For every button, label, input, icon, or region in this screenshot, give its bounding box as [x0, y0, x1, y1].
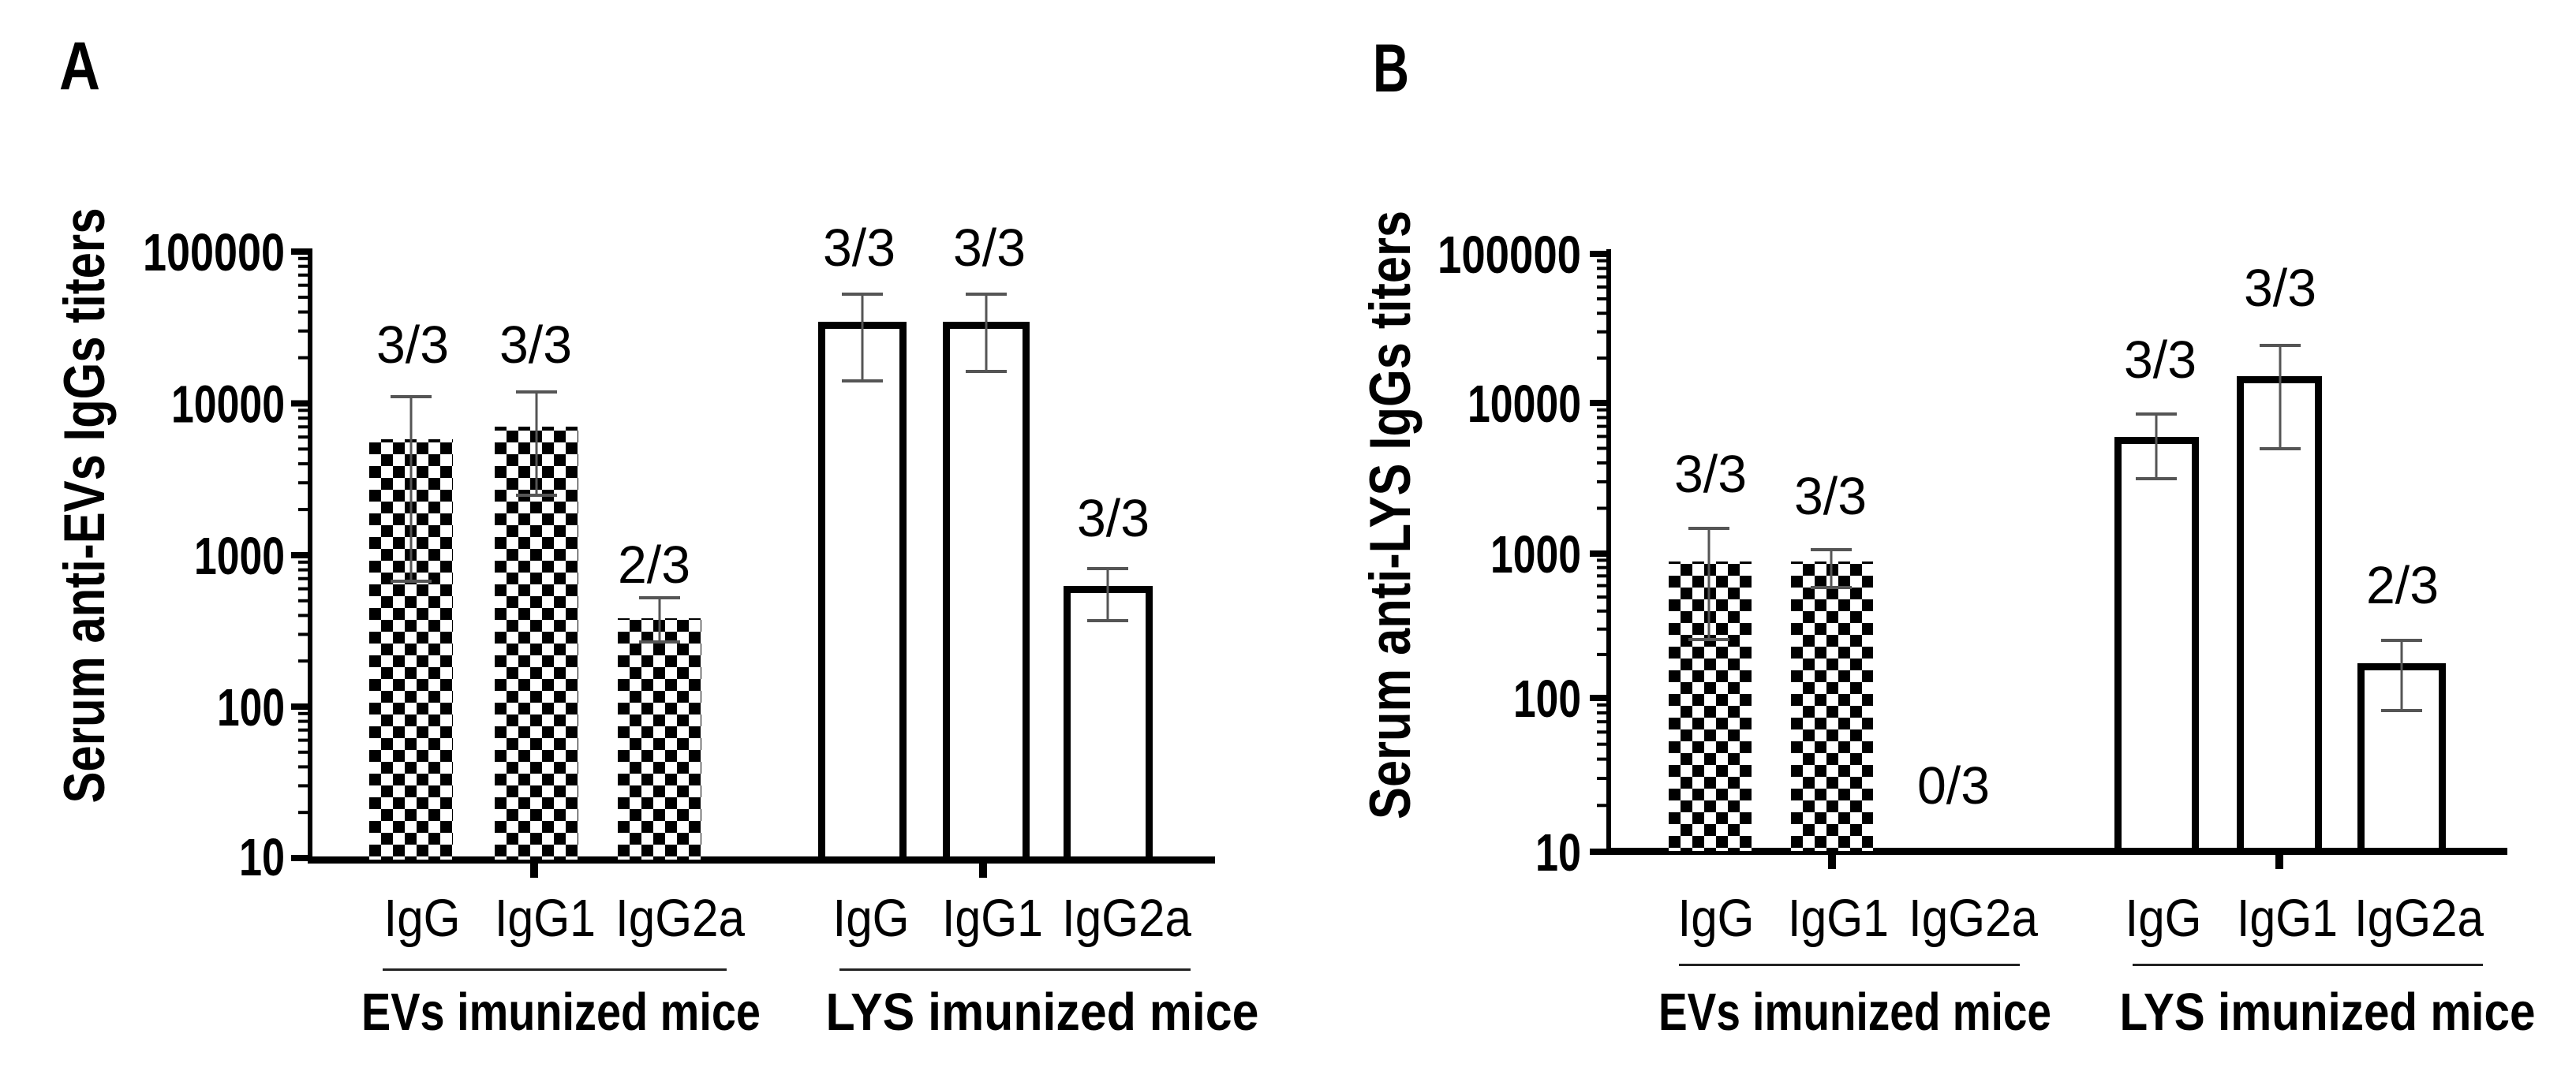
svg-text:IgG2a: IgG2a [1909, 889, 2039, 948]
svg-text:1000: 1000 [194, 527, 285, 586]
svg-text:3/3: 3/3 [376, 315, 449, 375]
svg-text:2/3: 2/3 [618, 535, 690, 595]
svg-text:LYS imunized mice: LYS imunized mice [2120, 983, 2536, 1042]
svg-text:IgG1: IgG1 [942, 889, 1043, 948]
svg-text:Serum anti-LYS IgGs titers: Serum anti-LYS IgGs titers [1359, 211, 1423, 819]
svg-text:1000: 1000 [1490, 525, 1581, 584]
svg-text:IgG: IgG [1678, 889, 1755, 948]
svg-text:EVs imunized mice: EVs imunized mice [1658, 983, 2051, 1042]
svg-text:2/3: 2/3 [2366, 556, 2439, 615]
svg-text:10: 10 [239, 828, 285, 887]
svg-text:IgG2a: IgG2a [615, 889, 746, 948]
svg-text:100: 100 [217, 678, 285, 737]
svg-text:3/3: 3/3 [953, 218, 1026, 278]
svg-text:3/3: 3/3 [1674, 445, 1747, 504]
svg-text:3/3: 3/3 [823, 218, 895, 278]
svg-text:IgG2a: IgG2a [1062, 889, 1192, 948]
svg-text:3/3: 3/3 [499, 315, 572, 375]
svg-text:0/3: 0/3 [1917, 756, 1990, 815]
svg-text:100000: 100000 [143, 223, 285, 282]
svg-text:A: A [59, 28, 100, 104]
svg-text:IgG: IgG [833, 889, 910, 948]
svg-text:10: 10 [1535, 823, 1581, 882]
svg-text:IgG: IgG [384, 889, 461, 948]
svg-text:LYS imunized mice: LYS imunized mice [826, 983, 1259, 1042]
svg-text:Serum anti-EVs IgGs titers: Serum anti-EVs IgGs titers [53, 208, 117, 804]
svg-text:100: 100 [1513, 670, 1581, 729]
svg-text:IgG2a: IgG2a [2354, 889, 2484, 948]
svg-text:3/3: 3/3 [2244, 259, 2316, 318]
svg-text:B: B [1373, 31, 1409, 106]
svg-text:3/3: 3/3 [1077, 489, 1150, 548]
svg-text:EVs imunized mice: EVs imunized mice [361, 983, 761, 1042]
svg-text:IgG1: IgG1 [2237, 889, 2338, 948]
svg-text:IgG1: IgG1 [495, 889, 596, 948]
svg-text:10000: 10000 [1467, 375, 1581, 434]
svg-text:IgG1: IgG1 [1788, 889, 1889, 948]
svg-text:10000: 10000 [171, 375, 285, 435]
svg-text:3/3: 3/3 [1794, 467, 1867, 526]
svg-text:100000: 100000 [1438, 226, 1581, 285]
svg-text:3/3: 3/3 [2124, 330, 2197, 390]
svg-text:IgG: IgG [2125, 889, 2202, 948]
